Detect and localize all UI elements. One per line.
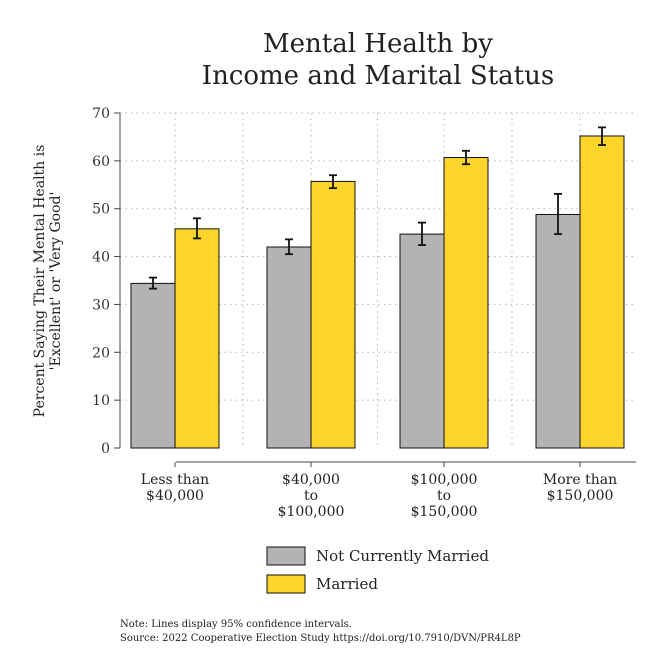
category-label: $100,000 bbox=[411, 472, 478, 488]
category-label: Less than bbox=[141, 472, 209, 488]
bars bbox=[130, 135, 625, 449]
legend-label: Not Currently Married bbox=[316, 547, 489, 565]
chart-note: Note: Lines display 95% confidence inter… bbox=[120, 619, 352, 630]
y-tick-label: 60 bbox=[92, 154, 110, 170]
bar-not-married bbox=[266, 246, 312, 449]
category-labels: Less than$40,000$40,000to$100,000$100,00… bbox=[141, 472, 617, 520]
legend-swatch bbox=[266, 546, 306, 566]
error-bars bbox=[149, 126, 606, 290]
category-label: $40,000 bbox=[282, 472, 340, 488]
bar-not-married bbox=[535, 213, 581, 449]
category-label: to bbox=[304, 488, 318, 504]
y-axis-label-line-1: Percent Saying Their Mental Health is bbox=[32, 145, 48, 418]
y-tick-label: 40 bbox=[92, 250, 110, 266]
bar-not-married bbox=[130, 282, 176, 449]
bar-married bbox=[579, 135, 625, 449]
y-axis: 0 10 20 30 40 50 60 70 bbox=[92, 106, 121, 457]
category-label: More than bbox=[543, 472, 617, 488]
bar-married bbox=[174, 228, 220, 449]
category-label: $150,000 bbox=[547, 488, 614, 504]
legend-label: Married bbox=[316, 575, 378, 593]
bar-not-married bbox=[399, 233, 445, 449]
y-tick-label: 50 bbox=[92, 202, 110, 218]
y-tick-label: 30 bbox=[92, 297, 110, 313]
chart-source: Source: 2022 Cooperative Election Study … bbox=[120, 633, 521, 644]
y-tick-label: 20 bbox=[92, 345, 110, 361]
category-label: $100,000 bbox=[278, 504, 345, 520]
x-axis bbox=[174, 461, 636, 467]
legend: Not Currently Married Married bbox=[266, 546, 489, 594]
y-tick-label: 70 bbox=[92, 106, 110, 122]
category-label: to bbox=[437, 488, 451, 504]
y-tick-label: 0 bbox=[101, 441, 110, 457]
bar-married bbox=[310, 180, 356, 449]
chart-title-line-2: Income and Marital Status bbox=[202, 61, 554, 91]
chart-title-line-1: Mental Health by bbox=[263, 29, 493, 59]
y-axis-label-line-2: 'Excellent' or 'Very Good' bbox=[48, 192, 64, 371]
category-label: $150,000 bbox=[411, 504, 478, 520]
y-tick-label: 10 bbox=[92, 393, 110, 409]
bar-married bbox=[443, 157, 489, 449]
legend-swatch bbox=[266, 574, 306, 594]
category-label: $40,000 bbox=[146, 488, 204, 504]
